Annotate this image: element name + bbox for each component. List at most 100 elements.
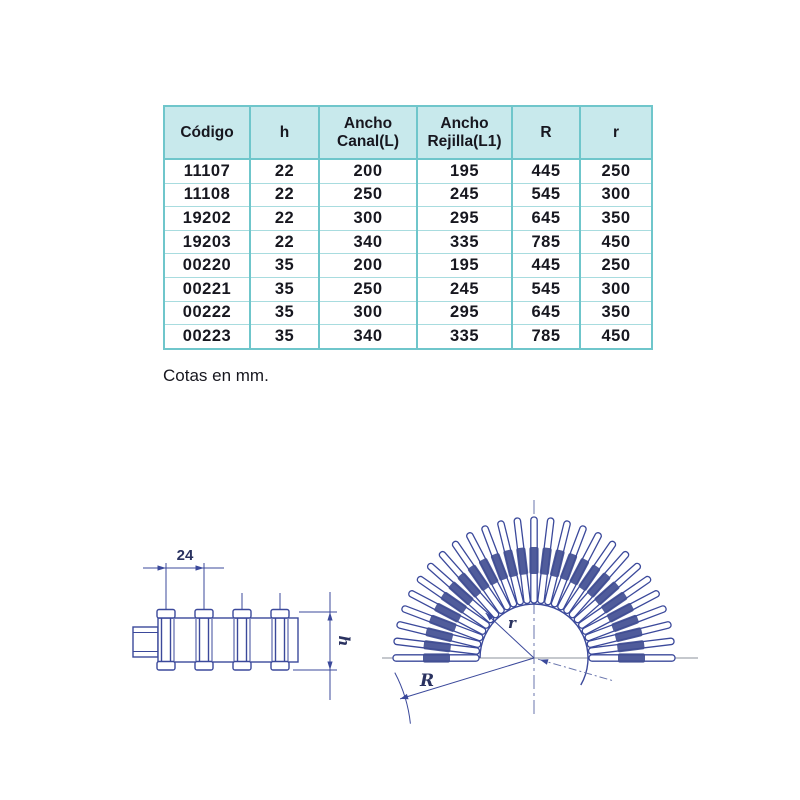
table-cell: 22	[249, 206, 319, 231]
table-cell: 250	[318, 276, 417, 302]
col-header-codigo: Código	[164, 106, 250, 160]
table-cell: 19202	[164, 206, 250, 231]
pitch-dimension: 24	[143, 547, 224, 571]
table-cell: 295	[416, 300, 512, 325]
pin-assembly	[194, 563, 214, 671]
table-cell: 335	[416, 324, 512, 349]
height-dimension: h	[293, 592, 353, 700]
fan-slat	[426, 562, 495, 624]
fan-slat	[392, 653, 480, 663]
fan-slat	[577, 575, 652, 629]
pin-assembly	[232, 593, 252, 671]
fan-slat	[438, 550, 500, 619]
table-cell: 300	[579, 182, 652, 207]
fan-slat	[588, 653, 676, 663]
table-cell: 245	[416, 182, 512, 207]
fan-slat	[584, 605, 667, 642]
header-row: Código h Ancho Canal(L) Ancho Rejilla(L1…	[164, 106, 652, 160]
outer-radius-label: R	[419, 671, 434, 691]
table-row: 00220 35 200 195 445 250	[164, 253, 652, 278]
table-cell: 300	[318, 300, 417, 325]
spec-table-header: Código h Ancho Canal(L) Ancho Rejilla(L1…	[164, 106, 652, 160]
table-cell: 200	[318, 159, 417, 184]
table-cell: 295	[416, 206, 512, 231]
fan-slat	[581, 590, 660, 635]
table-cell: 250	[318, 182, 417, 207]
table-cell: 445	[511, 159, 580, 184]
table-cell: 00222	[164, 300, 250, 325]
table-cell: 450	[579, 324, 652, 349]
spec-table: Código h Ancho Canal(L) Ancho Rejilla(L1…	[163, 105, 653, 350]
table-cell: 250	[579, 159, 652, 184]
table-cell: 35	[249, 300, 319, 325]
table-cell: 450	[579, 229, 652, 254]
table-cell: 340	[318, 324, 417, 349]
table-cell: 785	[511, 229, 580, 254]
dashed-radius-line	[537, 658, 615, 682]
fan-slat	[586, 621, 672, 648]
table-row: 00223 35 340 335 785 450	[164, 324, 652, 349]
table-cell: 300	[579, 276, 652, 302]
table-row: 19203 22 340 335 785 450	[164, 229, 652, 254]
table-cell: 300	[318, 206, 417, 231]
table-cell: 35	[249, 276, 319, 302]
fan-slat	[497, 520, 524, 606]
inner-radius-dimension: r	[485, 612, 535, 659]
table-cell: 195	[416, 253, 512, 278]
col-header-r: r	[579, 106, 652, 160]
table-cell: 445	[511, 253, 580, 278]
fan-slat	[451, 540, 505, 615]
fan-slat	[466, 532, 511, 611]
fan-view-drawing: r R	[382, 500, 698, 724]
pin-assembly	[270, 593, 290, 671]
fan-slat	[408, 590, 487, 635]
table-cell: 00220	[164, 253, 250, 278]
table-cell: 00223	[164, 324, 250, 349]
table-cell: 22	[249, 159, 319, 184]
table-cell: 785	[511, 324, 580, 349]
table-row: 19202 22 300 295 645 350	[164, 206, 652, 231]
pitch-label: 24	[177, 547, 194, 564]
height-label: h	[335, 636, 353, 647]
fan-slat	[529, 516, 539, 604]
table-row: 11108 22 250 245 545 300	[164, 182, 652, 207]
table-cell: 350	[579, 206, 652, 231]
fan-slat	[544, 520, 571, 606]
table-cell: 245	[416, 276, 512, 302]
fan-slat	[573, 562, 642, 624]
table-cell: 22	[249, 182, 319, 207]
fan-slat	[481, 525, 518, 608]
fan-slat	[401, 605, 484, 642]
fan-slat	[557, 532, 602, 611]
table-row: 11107 22 200 195 445 250	[164, 159, 652, 184]
fan-slat	[396, 621, 482, 648]
table-cell: 645	[511, 300, 580, 325]
fan-slat	[416, 575, 491, 629]
table-cell: 250	[579, 253, 652, 278]
fan-slats	[392, 516, 676, 663]
table-cell: 545	[511, 276, 580, 302]
table-cell: 200	[318, 253, 417, 278]
table-row: 00221 35 250 245 545 300	[164, 276, 652, 302]
col-header-R: R	[511, 106, 580, 160]
col-header-h: h	[249, 106, 319, 160]
fan-slat	[537, 517, 555, 605]
table-cell: 335	[416, 229, 512, 254]
table-cell: 11108	[164, 182, 250, 207]
table-cell: 11107	[164, 159, 250, 184]
end-cap	[132, 626, 159, 658]
side-view-drawing: 24 h	[132, 547, 353, 700]
table-cell: 195	[416, 159, 512, 184]
fan-slat	[513, 517, 531, 605]
table-cell: 22	[249, 229, 319, 254]
fan-slat	[587, 637, 675, 655]
fan-slat	[563, 540, 617, 615]
fan-slat	[550, 525, 587, 608]
pin-group	[156, 563, 290, 671]
col-header-ancho-canal: Ancho Canal(L)	[318, 106, 417, 160]
table-body: 11107 22 200 195 445 250 11108 22 250 245 545 300 19…	[164, 159, 652, 349]
table-cell: 19203	[164, 229, 250, 254]
table-cell: 340	[318, 229, 417, 254]
outer-radius-arc	[394, 672, 411, 724]
outer-radius-dimension: R	[394, 657, 535, 724]
